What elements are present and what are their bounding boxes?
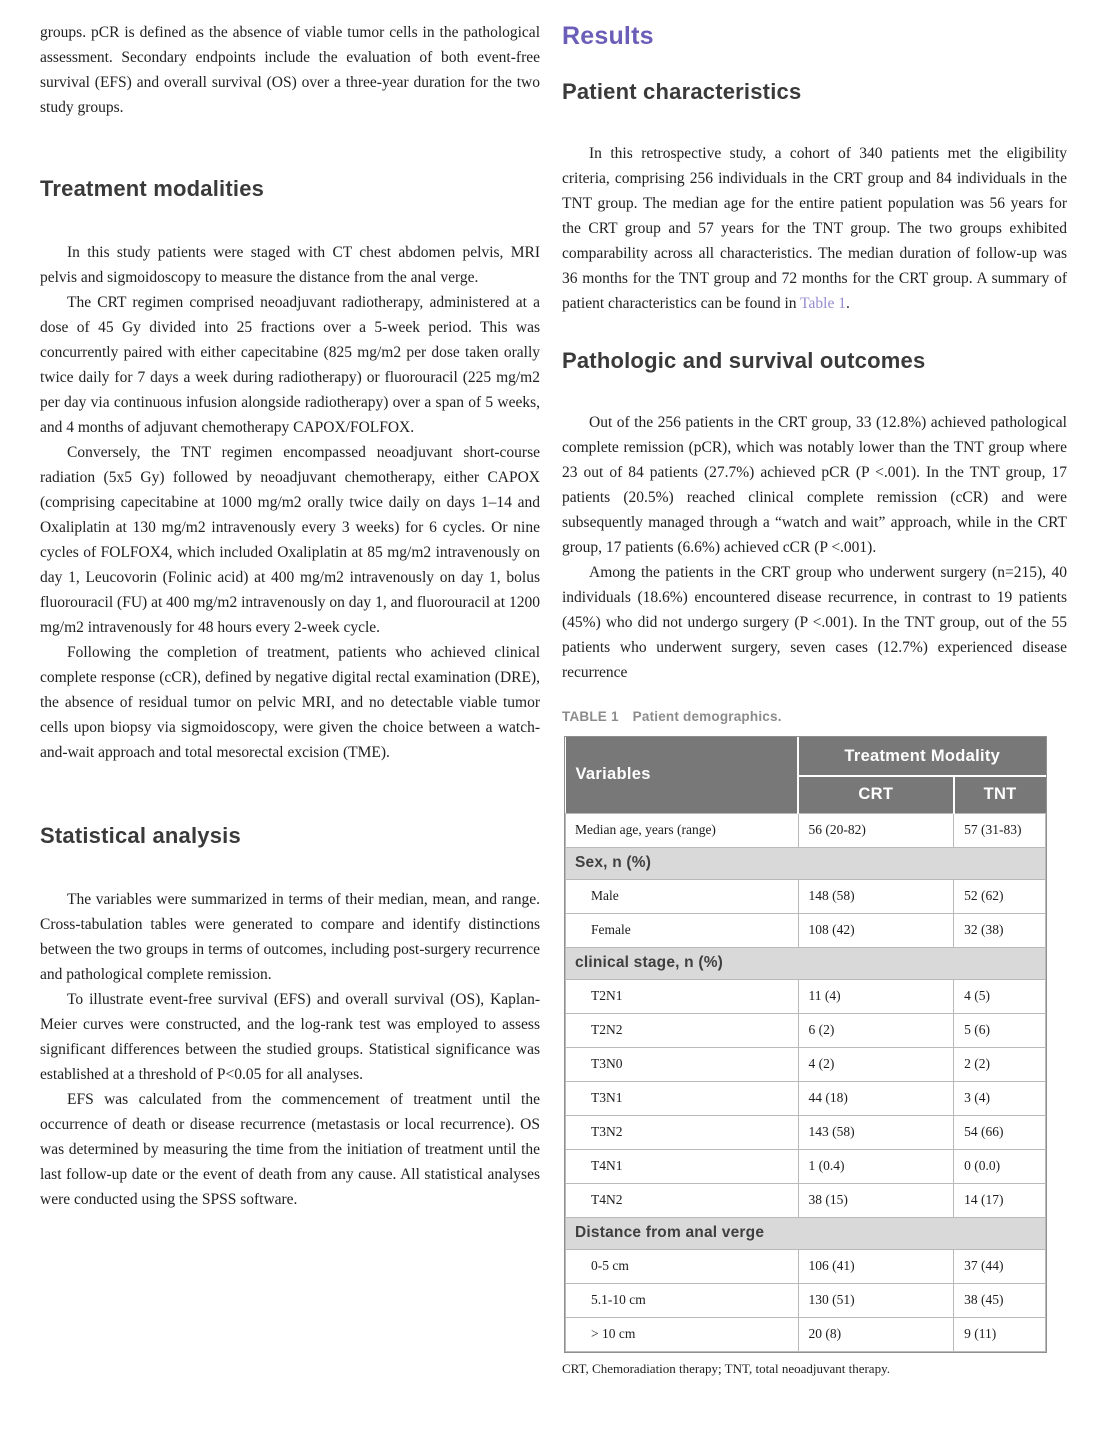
table-row: T3N1 44 (18) 3 (4): [565, 1080, 1046, 1116]
section-heading-statistical-analysis: Statistical analysis: [40, 823, 241, 848]
table-cell-crt: 108 (42): [797, 912, 955, 948]
table-cell-label: T2N1: [565, 978, 799, 1014]
results-heading: Results: [562, 22, 654, 50]
table-cell-tnt: 32 (38): [953, 912, 1046, 948]
table-cell-tnt: 57 (31-83): [953, 812, 1046, 848]
table-section-row: clinical stage, n (%): [565, 946, 1046, 980]
table-section-label: Distance from anal verge: [565, 1216, 1046, 1250]
column-header-treatment-modality: Treatment Modality: [798, 737, 1046, 777]
table-header: Variables Treatment Modality CRT TNT: [565, 737, 1046, 813]
column-header-variables: Variables: [565, 737, 800, 813]
table-cell-crt: 11 (4): [797, 978, 955, 1014]
table-cell-tnt: 3 (4): [953, 1080, 1046, 1116]
table-cell-crt: 38 (15): [797, 1182, 955, 1218]
table-row: 5.1-10 cm 130 (51) 38 (45): [565, 1282, 1046, 1318]
table-cell-crt: 6 (2): [797, 1012, 955, 1048]
table-cell-crt: 148 (58): [797, 878, 955, 914]
table-cell-crt: 20 (8): [797, 1316, 955, 1352]
table-cell-crt: 143 (58): [797, 1114, 955, 1150]
table-cell-crt: 4 (2): [797, 1046, 955, 1082]
table-cell-label: T3N1: [565, 1080, 799, 1116]
paragraph: In this study patients were staged with …: [40, 244, 540, 286]
paragraph: To illustrate event-free survival (EFS) …: [40, 991, 540, 1083]
patient-demographics-table: Variables Treatment Modality CRT TNT Med…: [565, 737, 1046, 1352]
table-cell-label: T2N2: [565, 1012, 799, 1048]
table-row: T2N1 11 (4) 4 (5): [565, 978, 1046, 1014]
paragraph-text: .: [845, 295, 850, 312]
table-body: Median age, years (range) 56 (20-82) 57 (3…: [565, 812, 1046, 1352]
table-cell-crt: 1 (0.4): [797, 1148, 955, 1184]
paragraph: The CRT regimen comprised neoadjuvant ra…: [40, 294, 540, 436]
paragraph: Following the completion of treatment, p…: [40, 644, 540, 761]
column-header-tnt: TNT: [953, 776, 1046, 813]
table-row: Median age, years (range) 56 (20-82) 57 (3…: [565, 812, 1046, 848]
table-row: T4N2 38 (15) 14 (17): [565, 1182, 1046, 1218]
table-label: TABLE 1: [562, 709, 619, 724]
table-cell-crt: 44 (18): [797, 1080, 955, 1116]
table-row: Female 108 (42) 32 (38): [565, 912, 1046, 948]
paragraph: EFS was calculated from the commencement…: [40, 1091, 540, 1208]
table-cell-label: 0-5 cm: [565, 1248, 799, 1284]
intro-paragraph: groups. pCR is defined as the absence of…: [40, 24, 540, 116]
table-row: T4N1 1 (0.4) 0 (0.0): [565, 1148, 1046, 1184]
table-cell-tnt: 14 (17): [953, 1182, 1046, 1218]
left-column: groups. pCR is defined as the absence of…: [40, 20, 540, 1449]
paragraph-text: In this retrospective study, a cohort of…: [562, 145, 1067, 312]
table-row: 0-5 cm 106 (41) 37 (44): [565, 1248, 1046, 1284]
paragraph-with-table-link: In this retrospective study, a cohort of…: [562, 141, 1067, 316]
table-row: > 10 cm 20 (8) 9 (11): [565, 1316, 1046, 1352]
table-row: Male 148 (58) 52 (62): [565, 878, 1046, 914]
paragraph: The variables were summarized in terms o…: [40, 891, 540, 983]
table-cell-label: > 10 cm: [565, 1316, 799, 1352]
table-cell-tnt: 52 (62): [953, 878, 1046, 914]
patient-demographics-table-wrapper: Variables Treatment Modality CRT TNT Med…: [564, 736, 1047, 1353]
table-cell-tnt: 5 (6): [953, 1012, 1046, 1048]
table-footnote: CRT, Chemoradiation therapy; TNT, total …: [562, 1360, 890, 1376]
table-cell-crt: 56 (20-82): [797, 812, 955, 848]
table-cell-tnt: 38 (45): [953, 1282, 1046, 1318]
table-cell-tnt: 54 (66): [953, 1114, 1046, 1150]
table-cell-tnt: 9 (11): [953, 1316, 1046, 1352]
paragraph: Conversely, the TNT regimen encompassed …: [40, 444, 540, 636]
table-cell-tnt: 0 (0.0): [953, 1148, 1046, 1184]
table-cell-label: T4N1: [565, 1148, 799, 1184]
table-cell-tnt: 37 (44): [953, 1248, 1046, 1284]
table-section-row: Sex, n (%): [565, 846, 1046, 880]
paragraph: Among the patients in the CRT group who …: [562, 564, 1067, 681]
table-caption: TABLE 1 Patient demographics.: [562, 709, 1067, 724]
table-cell-crt: 130 (51): [797, 1282, 955, 1318]
table-cell-crt: 106 (41): [797, 1248, 955, 1284]
table-section-label: clinical stage, n (%): [565, 946, 1046, 980]
table-cell-label: T3N2: [565, 1114, 799, 1150]
table-cell-label: 5.1-10 cm: [565, 1282, 799, 1318]
table-row: T3N0 4 (2) 2 (2): [565, 1046, 1046, 1082]
table-cell-label: Median age, years (range): [565, 812, 799, 848]
right-column: Results Patient characteristics In this …: [562, 20, 1067, 1449]
section-heading-patient-characteristics: Patient characteristics: [562, 79, 802, 104]
table-row: T2N2 6 (2) 5 (6): [565, 1012, 1046, 1048]
table-cell-label: Male: [565, 878, 799, 914]
section-heading-treatment-modalities: Treatment modalities: [40, 176, 265, 201]
table-row: T3N2 143 (58) 54 (66): [565, 1114, 1046, 1150]
table-caption-text: Patient demographics.: [632, 709, 782, 724]
table-cell-label: T3N0: [565, 1046, 799, 1082]
table-cell-tnt: 4 (5): [953, 978, 1046, 1014]
table-cell-label: T4N2: [565, 1182, 799, 1218]
table-section-label: Sex, n (%): [565, 846, 1046, 880]
table-cell-tnt: 2 (2): [953, 1046, 1046, 1082]
table-header-row: Variables Treatment Modality: [565, 737, 1046, 813]
table-section-row: Distance from anal verge: [565, 1216, 1046, 1250]
paragraph: Out of the 256 patients in the CRT group…: [562, 414, 1067, 556]
table-cell-label: Female: [565, 912, 799, 948]
table-subheader-row: CRT TNT: [566, 776, 1046, 813]
section-heading-pathologic-survival-outcomes: Pathologic and survival outcomes: [562, 348, 926, 373]
column-header-crt: CRT: [798, 776, 955, 813]
table-1-link[interactable]: Table 1: [800, 295, 846, 312]
